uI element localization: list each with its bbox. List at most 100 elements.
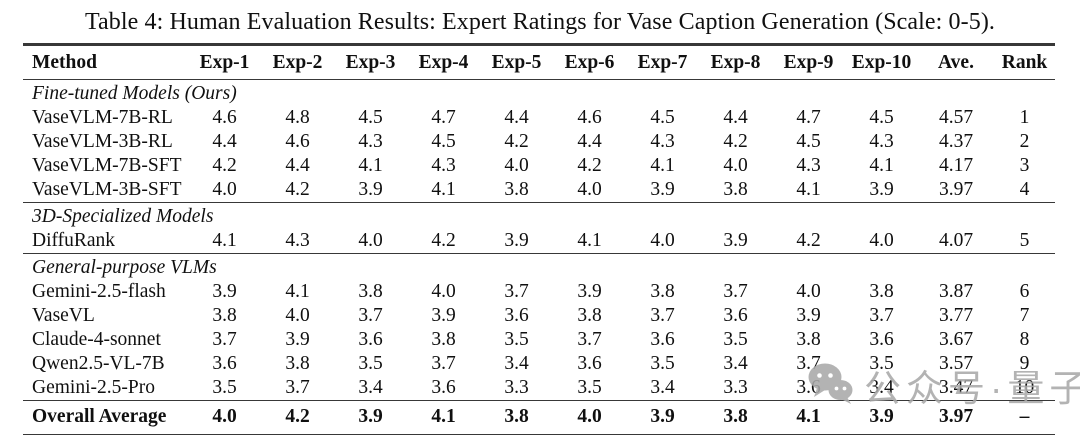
- value-cell: 3.8: [212, 305, 237, 326]
- value-cell: 9: [1019, 353, 1030, 374]
- value-cell: 4.4: [285, 155, 310, 176]
- value-cell: 4.5: [796, 131, 821, 152]
- value-cell: 3.57: [938, 353, 974, 374]
- value-cell: 4.0: [431, 281, 456, 302]
- table-row: Qwen2.5-VL-7B 3.6 3.8 3.5 3.7 3.4 3.6 3.5 3.4 3.7…: [23, 352, 1055, 376]
- col-header-exp1: Exp-1: [188, 43, 261, 80]
- value-cell: 3.5: [212, 377, 237, 398]
- value-cell: 4.1: [212, 230, 237, 251]
- value-cell: 3.9: [723, 230, 748, 251]
- value-cell: 3.6: [577, 353, 602, 374]
- value-cell: 3.4: [504, 353, 529, 374]
- table-body: Fine-tuned Models (Ours) VaseVLM-7B-RL 4.6…: [23, 80, 1055, 401]
- value-cell: 5: [1019, 230, 1030, 251]
- value-cell: 4.1: [796, 179, 821, 200]
- value-cell: 4.2: [577, 155, 602, 176]
- section-label: 3D-Specialized Models: [23, 202, 1055, 229]
- value-cell: 4.4: [212, 131, 237, 152]
- table-row: Claude-4-sonnet 3.7 3.9 3.6 3.8 3.5 3.7 3.6 3.5 3…: [23, 328, 1055, 352]
- overall-average-value-cell: 4.1: [407, 400, 480, 435]
- value-cell: 3.97: [938, 179, 974, 200]
- value-cell: 6: [1019, 281, 1030, 302]
- value-cell: 3.6: [212, 353, 237, 374]
- value-cell: 3.6: [650, 329, 675, 350]
- value-cell: 4.4: [577, 131, 602, 152]
- overall-average-value-cell: 4.0: [553, 400, 626, 435]
- value-cell: 3.6: [869, 329, 894, 350]
- value-cell: 3.6: [431, 377, 456, 398]
- value-cell: 10: [1014, 377, 1035, 398]
- value-cell: 3.8: [723, 179, 748, 200]
- method-cell: VaseVLM-7B-RL: [32, 107, 173, 128]
- overall-average-value-cell: 3.9: [626, 400, 699, 435]
- value-cell: 4.3: [285, 230, 310, 251]
- value-cell: 4.37: [938, 131, 974, 152]
- value-cell: 4.1: [650, 155, 675, 176]
- method-cell: DiffuRank: [32, 230, 116, 251]
- value-cell: 4.2: [796, 230, 821, 251]
- method-cell: Gemini-2.5-flash: [32, 281, 166, 302]
- method-cell: Gemini-2.5-Pro: [32, 377, 155, 398]
- value-cell: 3.4: [723, 353, 748, 374]
- value-cell: 4.3: [431, 155, 456, 176]
- col-header-exp4: Exp-4: [407, 43, 480, 80]
- overall-average-value-cell: 3.8: [480, 400, 553, 435]
- value-cell: 3.8: [869, 281, 894, 302]
- value-cell: 4.7: [431, 107, 456, 128]
- value-cell: 4.1: [285, 281, 310, 302]
- section-label-row: 3D-Specialized Models: [23, 202, 1055, 229]
- value-cell: 4.1: [431, 179, 456, 200]
- value-cell: 3.9: [285, 329, 310, 350]
- value-cell: 3.4: [650, 377, 675, 398]
- value-cell: 3.7: [431, 353, 456, 374]
- value-cell: 4: [1019, 179, 1030, 200]
- value-cell: 3.6: [723, 305, 748, 326]
- section-label: Fine-tuned Models (Ours): [32, 83, 237, 104]
- overall-average-value-cell: 4.2: [261, 400, 334, 435]
- value-cell: 3.7: [285, 377, 310, 398]
- value-cell: 4.0: [650, 230, 675, 251]
- value-cell: 4.5: [431, 131, 456, 152]
- value-cell: 3.87: [938, 281, 974, 302]
- overall-average-value-cell: 3.9: [845, 400, 918, 435]
- col-header-exp9: Exp-9: [772, 43, 845, 80]
- value-cell: 3.7: [796, 353, 821, 374]
- value-cell: 3.6: [358, 329, 383, 350]
- table-caption: Table 4: Human Evaluation Results: Exper…: [84, 9, 996, 35]
- value-cell: 3.8: [285, 353, 310, 374]
- table-row: VaseVLM-7B-RL 4.6 4.8 4.5 4.7 4.4 4.6 4.5 4.4 4.7…: [23, 106, 1055, 130]
- value-cell: 4.2: [504, 131, 529, 152]
- overall-average-value-cell: –: [994, 400, 1055, 435]
- col-header-ave: Ave.: [918, 43, 994, 80]
- value-cell: 4.0: [577, 179, 602, 200]
- method-cell: VaseVL: [32, 305, 95, 326]
- value-cell: 4.2: [723, 131, 748, 152]
- value-cell: 3.9: [212, 281, 237, 302]
- value-cell: 3.5: [504, 329, 529, 350]
- value-cell: 4.3: [650, 131, 675, 152]
- value-cell: 4.0: [212, 179, 237, 200]
- value-cell: 3.9: [358, 179, 383, 200]
- value-cell: 3.9: [869, 179, 894, 200]
- method-cell: VaseVLM-7B-SFT: [32, 155, 182, 176]
- section-label: General-purpose VLMs: [23, 253, 1055, 280]
- value-cell: 4.0: [796, 281, 821, 302]
- value-cell: 4.6: [212, 107, 237, 128]
- value-cell: 3.67: [938, 329, 974, 350]
- value-cell: 3.47: [938, 377, 974, 398]
- value-cell: 3.9: [796, 305, 821, 326]
- col-header-method: Method: [23, 43, 188, 80]
- value-cell: 4.5: [358, 107, 383, 128]
- value-cell: 3.9: [504, 230, 529, 251]
- value-cell: 8: [1019, 329, 1030, 350]
- value-cell: 3.8: [431, 329, 456, 350]
- col-header-exp5: Exp-5: [480, 43, 553, 80]
- col-header-exp3: Exp-3: [334, 43, 407, 80]
- value-cell: 4.0: [358, 230, 383, 251]
- value-cell: 4.8: [285, 107, 310, 128]
- table-row: VaseVLM-7B-SFT 4.2 4.4 4.1 4.3 4.0 4.2 4.1 4.0 4.…: [23, 154, 1055, 178]
- value-cell: 3.7: [577, 329, 602, 350]
- overall-average-label: Overall Average: [23, 400, 188, 435]
- value-cell: 4.6: [285, 131, 310, 152]
- value-cell: 4.3: [358, 131, 383, 152]
